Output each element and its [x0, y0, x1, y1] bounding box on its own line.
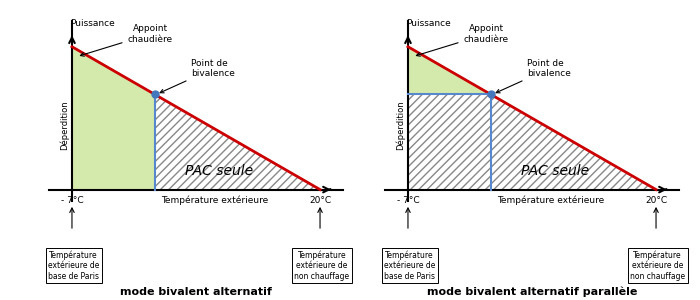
- Polygon shape: [408, 47, 656, 190]
- Text: Température
extérieure de
base de Paris: Température extérieure de base de Paris: [384, 250, 435, 281]
- Text: mode bivalent alternatif parallèle: mode bivalent alternatif parallèle: [427, 286, 637, 297]
- Text: Puissance: Puissance: [70, 19, 115, 28]
- Text: Puissance: Puissance: [406, 19, 451, 28]
- Text: - 7°C: - 7°C: [397, 196, 419, 205]
- Text: Déperdition: Déperdition: [60, 100, 69, 150]
- Text: Température extérieure: Température extérieure: [497, 196, 604, 205]
- Polygon shape: [72, 47, 320, 190]
- Text: PAC seule: PAC seule: [185, 164, 253, 178]
- Text: - 7°C: - 7°C: [61, 196, 83, 205]
- Text: Appoint
chaudière: Appoint chaudière: [416, 25, 509, 56]
- Text: Appoint
chaudière: Appoint chaudière: [80, 25, 173, 56]
- Text: Point de
bivalence: Point de bivalence: [160, 59, 235, 93]
- Polygon shape: [408, 47, 491, 94]
- Text: Température
extérieure de
base de Paris: Température extérieure de base de Paris: [48, 250, 99, 281]
- Text: 20°C: 20°C: [645, 196, 667, 205]
- Text: mode bivalent alternatif: mode bivalent alternatif: [120, 287, 272, 297]
- Text: Température extérieure: Température extérieure: [161, 196, 268, 205]
- Text: Déperdition: Déperdition: [396, 100, 405, 150]
- Text: Température
extérieure de
non chauffage: Température extérieure de non chauffage: [630, 250, 685, 281]
- Text: PAC seule: PAC seule: [521, 164, 589, 178]
- Text: Température
extérieure de
non chauffage: Température extérieure de non chauffage: [294, 250, 349, 281]
- Polygon shape: [72, 47, 155, 190]
- Text: 20°C: 20°C: [309, 196, 331, 205]
- Text: Point de
bivalence: Point de bivalence: [496, 59, 571, 93]
